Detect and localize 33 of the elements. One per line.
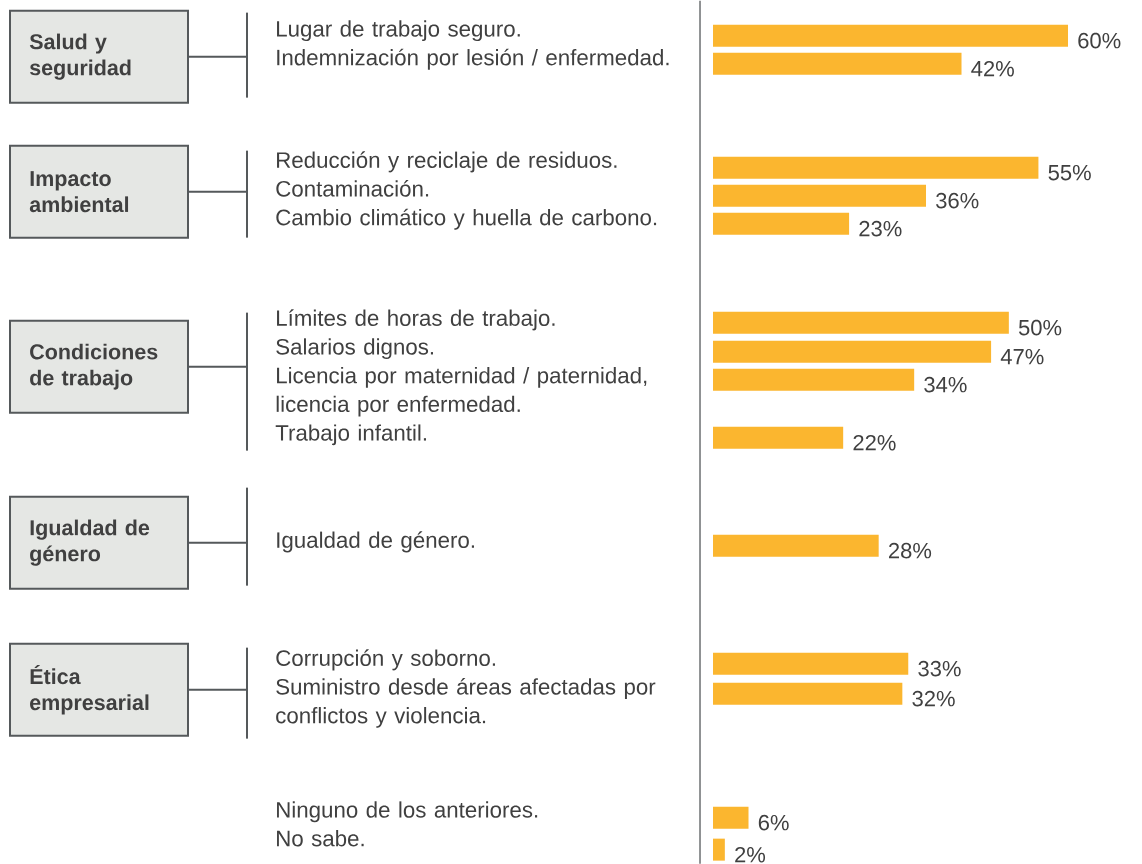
y-tick-label: Lugar de trabajo seguro. xyxy=(277,20,520,41)
y-tick-label: Indemnización por lesión / enfermedad. xyxy=(277,48,669,70)
y-tick-label: Corrupción y soborno. xyxy=(276,649,495,671)
y-tick-label: Ninguno de los anteriores. xyxy=(277,801,538,822)
text: Condiciones de trabajo xyxy=(30,343,158,390)
data-label: 6% xyxy=(758,814,789,831)
data-label: 34% xyxy=(924,376,967,393)
data-label: 60% xyxy=(1078,32,1121,49)
data-label: 22% xyxy=(853,434,896,451)
data-label: 36% xyxy=(936,192,979,209)
data-label: 42% xyxy=(971,60,1014,77)
y-tick-label: Trabajo infantil. xyxy=(275,424,427,446)
data-label: 32% xyxy=(912,690,955,707)
y-tick-label: Salarios dignos. xyxy=(276,338,434,359)
data-label: 2% xyxy=(735,846,766,863)
text: Ética empresarial xyxy=(30,664,149,715)
y-tick-label: Suministro desde áreas afectadas por conflictos y violencia. xyxy=(276,677,656,728)
data-label: 33% xyxy=(918,660,961,677)
y-tick-label: Licencia por maternidad / paternidad, licencia por enfermedad. xyxy=(276,366,647,417)
text: Impacto ambiental xyxy=(29,171,129,212)
data-label: 23% xyxy=(859,220,902,237)
y-tick-label: Contaminación. xyxy=(276,179,429,197)
data-label: 50% xyxy=(1018,319,1062,336)
data-label: 28% xyxy=(888,542,932,559)
data-label: 47% xyxy=(1000,348,1044,365)
y-tick-label: Igualdad de género. xyxy=(277,531,474,553)
data-label: 55% xyxy=(1048,164,1091,181)
y-tick-label: No sabe. xyxy=(277,829,364,847)
text: Salud y seguridad xyxy=(29,33,131,80)
y-tick-label: Límites de horas de trabajo. xyxy=(277,309,555,331)
y-tick-label: Reducción y reciclaje de residuos. xyxy=(277,151,617,173)
text: Igualdad de género xyxy=(30,519,150,566)
y-tick-label: Cambio climático y huella de carbono. xyxy=(276,208,657,230)
